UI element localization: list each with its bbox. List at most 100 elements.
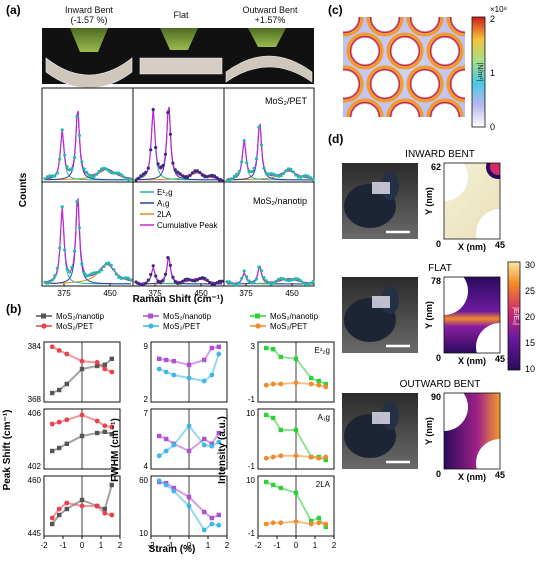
- strain-point: [109, 369, 115, 375]
- pore-hole: [452, 17, 465, 31]
- fit-a1g: [136, 108, 222, 181]
- strain-xtick: 1: [313, 541, 318, 550]
- strain-point: [94, 418, 100, 424]
- data-point: [200, 173, 204, 177]
- data-point: [208, 174, 212, 178]
- stress-cb-title: ×10⁸: [490, 5, 507, 14]
- data-point: [304, 282, 308, 286]
- data-point: [129, 177, 133, 181]
- legend-2la: 2LA: [157, 210, 172, 219]
- data-point: [97, 169, 101, 173]
- data-point: [286, 167, 290, 171]
- strain-legend-nanotip: MoS₂/nanotip: [163, 312, 212, 321]
- strain-ytick-top: 460: [28, 476, 42, 485]
- data-point: [232, 283, 236, 287]
- strain-point: [171, 442, 177, 448]
- data-point: [82, 272, 86, 276]
- data-point: [58, 157, 62, 161]
- data-point: [200, 276, 204, 280]
- data-point: [149, 148, 153, 152]
- strain-point: [278, 427, 283, 433]
- data-point: [161, 279, 165, 283]
- strain-legend-nanotip: MoS₂/nanotip: [270, 312, 319, 321]
- data-point: [205, 278, 209, 282]
- data-point: [77, 133, 81, 137]
- data-point: [161, 163, 165, 168]
- strain-point: [316, 455, 322, 461]
- data-point: [63, 153, 67, 157]
- raman-xtick: 450: [103, 289, 117, 298]
- data-point: [122, 276, 126, 280]
- strain-xtick: -2: [147, 541, 155, 550]
- strain-point: [79, 366, 85, 372]
- pore-hole: [352, 38, 378, 64]
- strain-point: [201, 527, 207, 533]
- data-point: [262, 166, 266, 170]
- panel-label-b: (b): [6, 302, 21, 316]
- data-point: [178, 172, 182, 176]
- data-point: [87, 173, 91, 177]
- data-point: [257, 125, 261, 129]
- data-point: [55, 266, 59, 270]
- sim-ytick-bottom: 0: [436, 353, 441, 363]
- strain-point: [201, 442, 207, 448]
- pore-hole: [343, 71, 358, 97]
- data-point: [159, 281, 163, 285]
- strain-point: [216, 512, 221, 518]
- strain-point: [57, 445, 62, 451]
- strain-point: [79, 358, 85, 364]
- data-point: [80, 262, 84, 266]
- field-sections: INWARD BENT 62 0 45 X (nm) Y (nm) FLAT 78 0 45 X (…: [342, 149, 505, 482]
- data-point: [230, 281, 234, 285]
- strain-point: [50, 448, 55, 454]
- strain-legend-nanotip: MoS₂/nanotip: [56, 312, 105, 321]
- strain-point: [186, 503, 192, 509]
- strain-legend-pet: MoS₂/PET: [56, 322, 93, 331]
- strain-xtick: -2: [254, 541, 262, 550]
- data-point: [252, 281, 256, 285]
- strain-point: [171, 372, 177, 378]
- strain-xtick: 2: [118, 541, 123, 550]
- data-point: [43, 177, 47, 181]
- data-point: [272, 172, 276, 176]
- data-point: [274, 279, 278, 283]
- raman-xtick: 375: [148, 289, 162, 298]
- strain-ytick-top: 3: [251, 342, 256, 351]
- strain-point: [186, 423, 192, 429]
- sim-ytick-bottom: 0: [436, 469, 441, 479]
- data-point: [250, 281, 254, 285]
- strain-point: [263, 521, 269, 527]
- strain-xtick: -1: [166, 541, 174, 550]
- strain-point: [309, 518, 314, 524]
- data-point: [277, 174, 281, 178]
- strain-ytick-bottom: 2: [144, 395, 149, 404]
- data-point: [124, 177, 128, 181]
- strain-xtick: -1: [59, 541, 67, 550]
- sim-xtick-right: 45: [495, 240, 505, 250]
- strain-point: [209, 441, 214, 446]
- strain-point: [50, 521, 55, 527]
- pore-hole: [392, 38, 418, 64]
- data-point: [119, 173, 123, 177]
- data-point: [117, 171, 121, 175]
- data-point: [70, 265, 74, 269]
- data-point: [232, 174, 236, 178]
- tip-right-icon: [248, 28, 286, 47]
- data-point: [198, 171, 202, 175]
- strain-point: [64, 441, 69, 446]
- sample-chip: [372, 296, 390, 308]
- data-point: [291, 170, 295, 174]
- data-point: [281, 171, 286, 176]
- data-point: [215, 281, 219, 285]
- data-point: [245, 161, 249, 165]
- strain-ytick-top: 7: [144, 409, 149, 418]
- data-point: [289, 167, 293, 171]
- raman-xtick: 375: [57, 289, 71, 298]
- strain-point: [216, 344, 221, 349]
- data-point: [181, 279, 185, 283]
- strain-point: [95, 363, 100, 369]
- data-point: [168, 263, 172, 267]
- stress-ring: [346, 32, 384, 70]
- data-point: [259, 269, 263, 273]
- data-point: [149, 273, 153, 277]
